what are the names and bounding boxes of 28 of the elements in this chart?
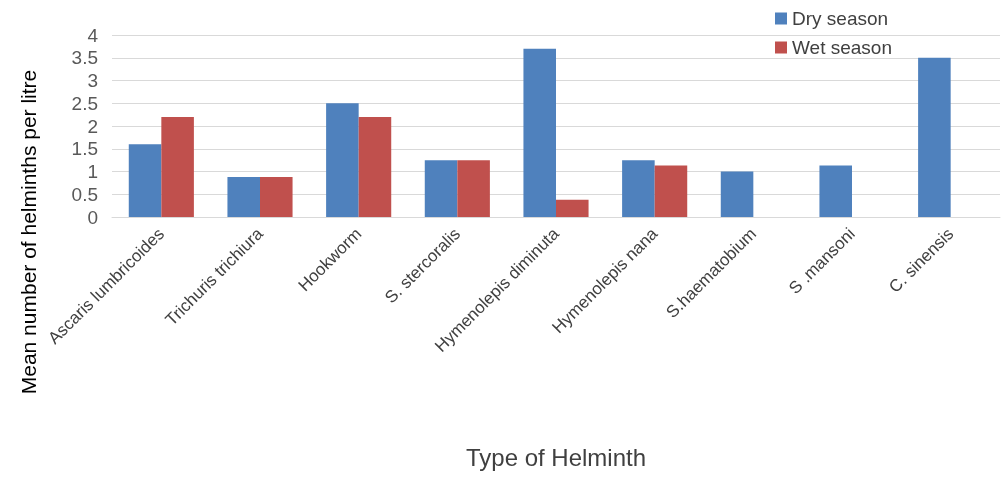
y-tick-label: 2.5 (71, 92, 98, 114)
x-axis-title: Type of Helminth (465, 443, 647, 471)
y-tick-label: 0.5 (71, 183, 98, 205)
bar (161, 116, 194, 217)
bar (128, 144, 162, 217)
bar (457, 160, 490, 217)
y-tick-label: 3.5 (71, 47, 98, 69)
y-tick-label: 3 (87, 70, 98, 91)
y-tick-label: 0 (87, 206, 98, 228)
y-tick-label: 4 (87, 24, 99, 46)
legend-label: Wet season (792, 37, 892, 58)
bar (358, 116, 392, 217)
bar (654, 165, 688, 217)
y-tick-label: 2 (87, 115, 98, 137)
bar (227, 176, 260, 217)
y-axis-title: Mean number of helminths per litre (16, 69, 40, 395)
bar (622, 160, 655, 217)
legend-label: Dry season (792, 8, 889, 29)
y-tick-label: 1.5 (71, 138, 98, 160)
bar (260, 176, 293, 217)
bar (918, 57, 951, 217)
bar (424, 160, 458, 217)
bar (556, 199, 589, 217)
bar (720, 171, 754, 217)
bar (326, 103, 359, 217)
y-tick-label: 1 (87, 161, 98, 182)
bar (819, 165, 852, 217)
bar (523, 48, 556, 217)
